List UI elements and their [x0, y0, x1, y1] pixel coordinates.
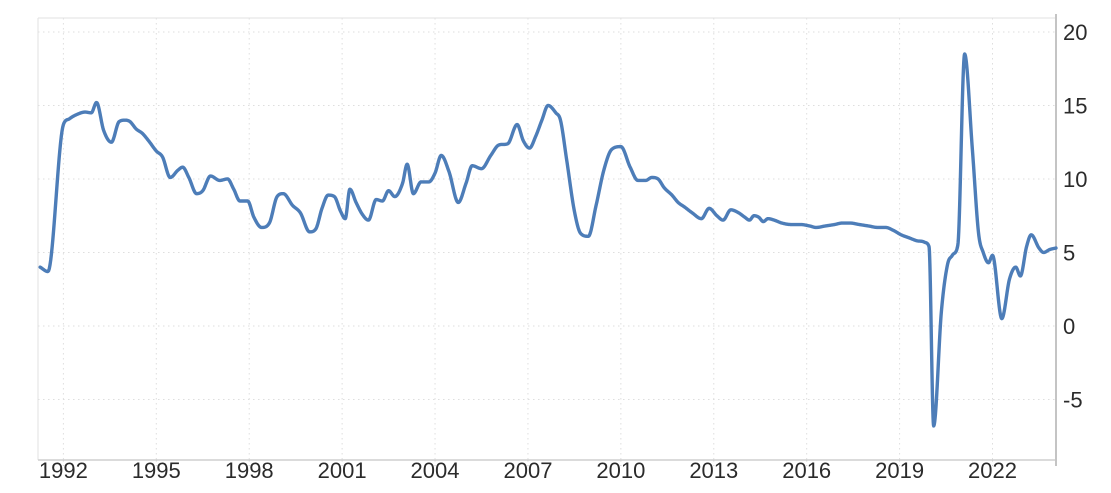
y-axis-tick-label: 0 [1063, 314, 1075, 339]
x-axis-tick-label: 2016 [782, 458, 831, 483]
y-axis-labels: 20 15 10 5 0 -5 [1063, 20, 1087, 412]
x-axis-tick-label: 2001 [318, 458, 367, 483]
y-axis-tick-label: 5 [1063, 240, 1075, 265]
plot-borders [37, 14, 1057, 466]
x-axis-labels: 1992 1995 1998 2001 2004 2007 2010 2013 2016 2019… [39, 458, 1017, 483]
y-axis-tick-label: 15 [1063, 94, 1087, 119]
x-axis-tick-label: 2004 [411, 458, 460, 483]
x-axis-tick-label: 1998 [225, 458, 274, 483]
x-axis-tick-label: 2007 [504, 458, 553, 483]
x-axis-tick-label: 1995 [132, 458, 181, 483]
x-axis-tick-label: 1992 [39, 458, 88, 483]
vertical-gridlines [62, 18, 994, 466]
y-axis-tick-label: 10 [1063, 167, 1087, 192]
x-axis-tick-label: 2013 [689, 458, 738, 483]
x-axis-tick-label: 2010 [596, 458, 645, 483]
x-axis-tick-label: 2019 [875, 458, 924, 483]
x-axis-tick-label: 2022 [968, 458, 1017, 483]
y-axis-tick-label: 20 [1063, 20, 1087, 45]
series-line [38, 52, 1058, 428]
y-axis-tick-label: -5 [1063, 387, 1083, 412]
chart-plot-area[interactable] [38, 18, 1056, 460]
